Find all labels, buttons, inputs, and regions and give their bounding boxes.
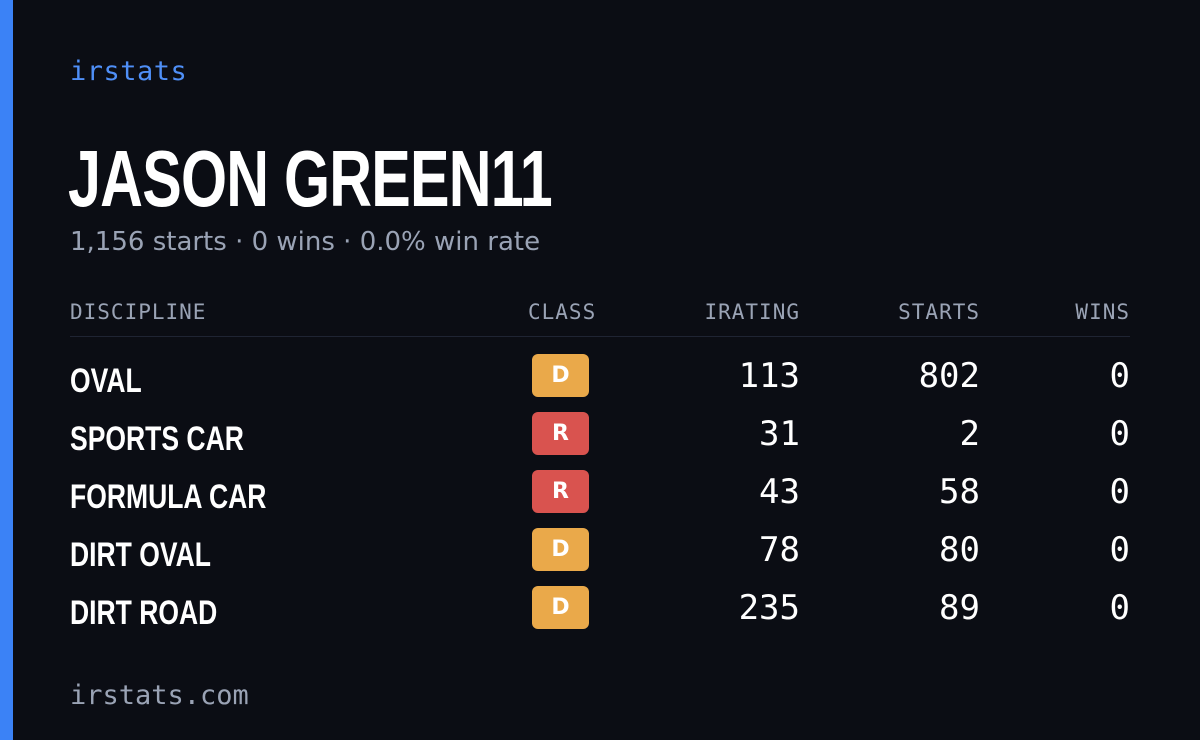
table-row: FORMULA CAR R 43 58 0 <box>70 470 1130 528</box>
irating-value: 78 <box>759 530 800 570</box>
irating-value: 31 <box>759 414 800 454</box>
irating-value: 43 <box>759 472 800 512</box>
header-irating: IRATING <box>704 300 800 324</box>
table-row: OVAL D 113 802 0 <box>70 354 1130 412</box>
starts-value: 802 <box>918 356 980 396</box>
driver-name: JASON GREEN11 <box>68 134 553 223</box>
wins-value: 0 <box>1109 588 1130 628</box>
header-divider <box>70 336 1130 337</box>
header-wins: WINS <box>1075 300 1130 324</box>
class-badge: R <box>532 470 589 513</box>
discipline-name: OVAL <box>70 362 142 400</box>
class-badge: D <box>532 586 589 629</box>
table-row: DIRT ROAD D 235 89 0 <box>70 586 1130 644</box>
wins-value: 0 <box>1109 414 1130 454</box>
starts-value: 80 <box>939 530 980 570</box>
irating-value: 235 <box>738 588 800 628</box>
irating-value: 113 <box>738 356 800 396</box>
accent-bar <box>0 0 13 740</box>
header-class: CLASS <box>528 300 597 324</box>
wins-value: 0 <box>1109 472 1130 512</box>
table-row: SPORTS CAR R 31 2 0 <box>70 412 1130 470</box>
starts-value: 58 <box>939 472 980 512</box>
table-row: DIRT OVAL D 78 80 0 <box>70 528 1130 586</box>
wins-value: 0 <box>1109 356 1130 396</box>
brand-logo[interactable]: irstats <box>70 56 188 87</box>
class-badge: D <box>532 354 589 397</box>
discipline-name: DIRT OVAL <box>70 536 211 574</box>
discipline-name: DIRT ROAD <box>70 594 218 632</box>
class-badge: D <box>532 528 589 571</box>
discipline-name: FORMULA CAR <box>70 478 267 516</box>
wins-value: 0 <box>1109 530 1130 570</box>
header-starts: STARTS <box>898 300 980 324</box>
discipline-name: SPORTS CAR <box>70 420 244 458</box>
starts-value: 89 <box>939 588 980 628</box>
header-discipline: DISCIPLINE <box>70 300 207 324</box>
class-badge: R <box>532 412 589 455</box>
starts-value: 2 <box>959 414 980 454</box>
driver-summary: 1,156 starts · 0 wins · 0.0% win rate <box>70 227 541 257</box>
footer-url[interactable]: irstats.com <box>70 680 249 711</box>
